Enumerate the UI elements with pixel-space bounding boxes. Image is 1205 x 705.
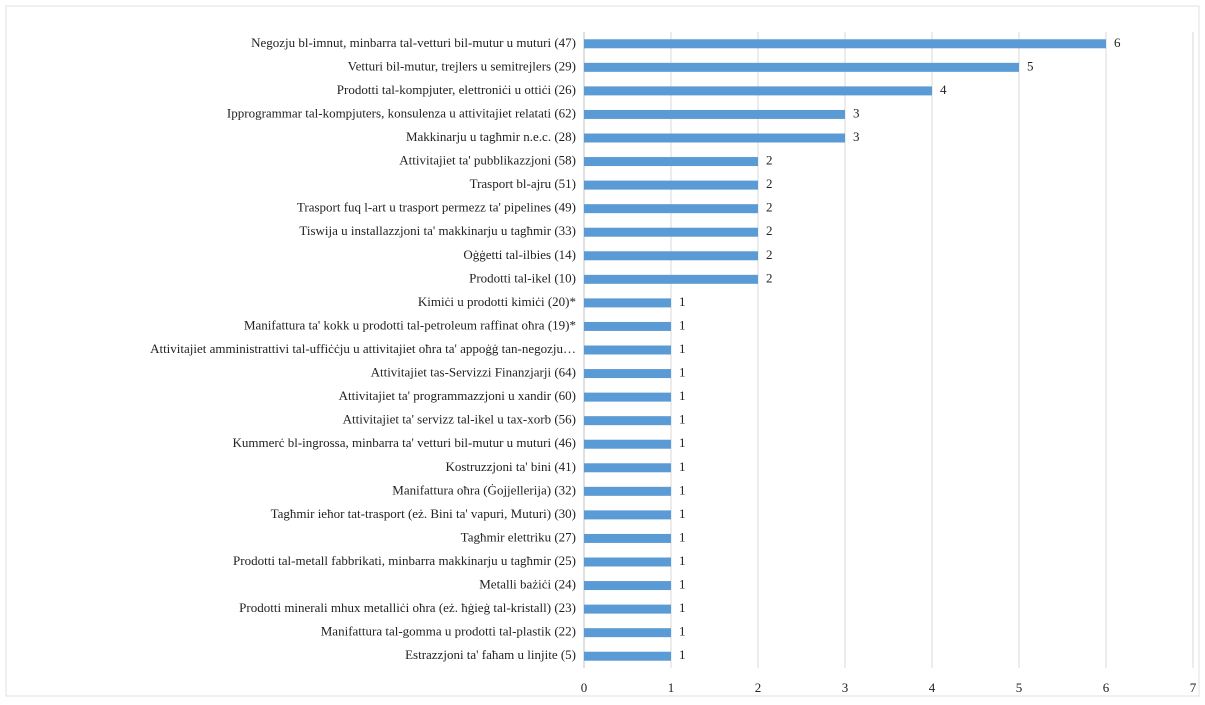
y-tick-label: Trasport bl-ajru (51) — [470, 176, 576, 191]
bar — [584, 533, 671, 543]
y-tick-label: Manifattura ta' kokk u prodotti tal-petr… — [244, 317, 576, 332]
y-tick-label: Metalli bażiċi (24) — [479, 577, 576, 592]
x-tick-label: 4 — [929, 680, 936, 695]
value-label: 1 — [679, 412, 686, 427]
value-label: 3 — [853, 129, 860, 144]
bar — [584, 486, 671, 496]
value-label: 1 — [679, 435, 686, 450]
value-label: 1 — [679, 482, 686, 497]
y-tick-label: Kostruzzjoni ta' bini (41) — [445, 459, 576, 474]
bar — [584, 274, 758, 284]
bar — [584, 298, 671, 308]
bar — [584, 604, 671, 614]
value-label: 2 — [766, 270, 773, 285]
y-tick-label: Trasport fuq l-art u trasport permezz ta… — [297, 200, 576, 215]
value-label: 1 — [679, 459, 686, 474]
value-label: 3 — [853, 105, 860, 120]
y-tick-label: Negozju bl-imnut, minbarra tal-vetturi b… — [251, 35, 576, 50]
y-tick-label: Prodotti tal-metall fabbrikati, minbarra… — [233, 553, 576, 568]
y-tick-label: Oġġetti tal-ilbies (14) — [463, 247, 576, 262]
value-label: 1 — [679, 365, 686, 380]
x-tick-label: 3 — [842, 680, 849, 695]
bar — [584, 392, 671, 402]
y-tick-label: Manifattura tal-gomma u prodotti tal-pla… — [321, 624, 576, 639]
bar — [584, 557, 671, 567]
value-label: 1 — [679, 600, 686, 615]
bar — [584, 321, 671, 331]
value-label: 1 — [679, 506, 686, 521]
x-tick-label: 2 — [755, 680, 762, 695]
y-tick-label: Prodotti minerali mhux metalliċi oħra (e… — [239, 600, 576, 615]
x-tick-label: 0 — [581, 680, 588, 695]
bar — [584, 651, 671, 661]
bar — [584, 227, 758, 237]
bar — [584, 39, 1106, 49]
value-label: 1 — [679, 647, 686, 662]
y-tick-label: Tagħmir elettriku (27) — [461, 529, 576, 544]
y-tick-label: Manifattura oħra (Ġojjellerija) (32) — [392, 482, 576, 497]
y-tick-label: Tagħmir ieħor tat-trasport (eż. Bini ta'… — [271, 506, 576, 521]
bar — [584, 251, 758, 261]
x-tick-label: 5 — [1016, 680, 1023, 695]
bar — [584, 369, 671, 379]
bar — [584, 463, 671, 473]
value-label: 2 — [766, 247, 773, 262]
value-label: 1 — [679, 529, 686, 544]
value-label: 2 — [766, 223, 773, 238]
bar — [584, 581, 671, 591]
y-tick-label: Estrazzjoni ta' faħam u linjite (5) — [405, 647, 576, 662]
bar — [584, 345, 671, 355]
y-tick-label: Attivitajiet ta' servizz tal-ikel u tax-… — [343, 412, 576, 427]
bar — [584, 157, 758, 167]
value-label: 1 — [679, 317, 686, 332]
y-tick-label: Attivitajiet ta' pubblikazzjoni (58) — [399, 153, 576, 168]
bar — [584, 86, 932, 96]
bar — [584, 510, 671, 520]
value-label: 1 — [679, 341, 686, 356]
value-label: 1 — [679, 624, 686, 639]
chart-border — [5, 5, 1200, 697]
value-label: 5 — [1027, 58, 1034, 73]
value-label: 1 — [679, 388, 686, 403]
y-tick-label: Prodotti tal-ikel (10) — [469, 270, 576, 285]
y-tick-label: Attivitajiet ta' programmazzjoni u xandi… — [339, 388, 576, 403]
value-label: 1 — [679, 294, 686, 309]
bar — [584, 62, 1019, 72]
y-tick-label: Attivitajiet tas-Servizzi Finanzjarji (6… — [371, 365, 576, 380]
y-tick-label: Vetturi bil-mutur, trejlers u semitrejle… — [348, 58, 576, 73]
value-label: 4 — [940, 82, 947, 97]
bar — [584, 133, 845, 143]
x-tick-label: 6 — [1103, 680, 1110, 695]
value-label: 1 — [679, 577, 686, 592]
x-tick-label: 7 — [1190, 680, 1197, 695]
value-label: 2 — [766, 153, 773, 168]
value-label: 1 — [679, 553, 686, 568]
value-label: 2 — [766, 176, 773, 191]
value-label: 6 — [1114, 35, 1121, 50]
y-tick-label: Kummerċ bl-ingrossa, minbarra ta' vettur… — [232, 435, 576, 450]
y-tick-label: Kimiċi u prodotti kimiċi (20)* — [418, 294, 576, 309]
value-label: 2 — [766, 200, 773, 215]
y-tick-label: Makkinarju u tagħmir n.e.c. (28) — [406, 129, 576, 144]
y-tick-label: Prodotti tal-kompjuter, elettroniċi u ot… — [337, 82, 576, 97]
y-tick-label: Ipprogrammar tal-kompjuters, konsulenza … — [227, 105, 576, 120]
bar — [584, 109, 845, 119]
bar — [584, 439, 671, 449]
bar — [584, 628, 671, 638]
y-tick-label: Tiswija u installazzjoni ta' makkinarju … — [299, 223, 576, 238]
y-tick-label: Attivitajiet amministrattivi tal-uffiċċj… — [150, 341, 576, 356]
bar — [584, 416, 671, 426]
bar — [584, 180, 758, 190]
bar — [584, 204, 758, 214]
x-tick-label: 1 — [668, 680, 675, 695]
